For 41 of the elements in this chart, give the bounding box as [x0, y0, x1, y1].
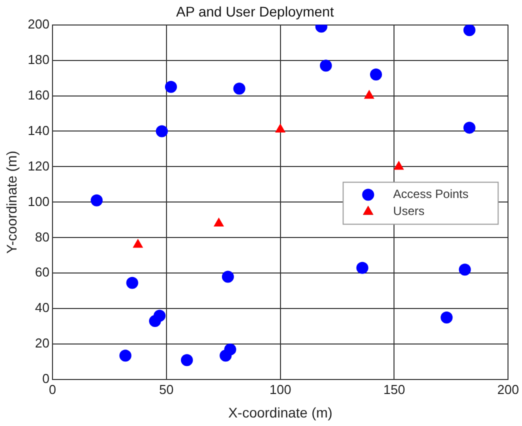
point [224, 343, 236, 356]
point [164, 80, 177, 93]
y-tick-label: 0 [42, 371, 50, 386]
y-tick-label: 20 [35, 336, 50, 351]
legend-label: Access Points [393, 187, 469, 202]
chart-title: AP and User Deployment [176, 3, 334, 20]
point [90, 194, 103, 206]
point [463, 122, 476, 134]
point [320, 60, 332, 72]
y-tick-label: 120 [28, 158, 50, 174]
point [149, 315, 162, 328]
point [364, 90, 374, 99]
legend-label: Users [393, 204, 424, 218]
point [356, 262, 368, 274]
y-tick-label: 200 [28, 16, 50, 32]
y-tick-label: 180 [28, 52, 50, 67]
x-axis-title: X-coordinate (m) [228, 404, 332, 420]
point [440, 312, 453, 324]
point [126, 276, 138, 289]
point [180, 354, 193, 366]
point [275, 123, 286, 132]
y-axis-title: Y-coordinate (m) [3, 150, 20, 254]
point [222, 270, 234, 283]
x-tick-label: 100 [269, 382, 292, 397]
y-tick-label: 100 [28, 194, 50, 209]
point [370, 68, 382, 80]
y-tick-label: 140 [28, 122, 50, 138]
point [394, 160, 404, 170]
y-tick-label: 80 [35, 229, 50, 244]
point [233, 82, 246, 95]
point [132, 238, 144, 248]
point [463, 24, 476, 36]
x-tick-label: 150 [383, 382, 406, 397]
y-tick-label: 60 [35, 264, 50, 280]
y-tick-label: 40 [35, 300, 50, 316]
point [119, 350, 132, 362]
x-tick-label: 50 [159, 382, 174, 397]
x-tick-label: 200 [497, 382, 520, 397]
point [156, 125, 168, 138]
point [458, 264, 471, 276]
y-tick-label: 160 [28, 87, 50, 102]
